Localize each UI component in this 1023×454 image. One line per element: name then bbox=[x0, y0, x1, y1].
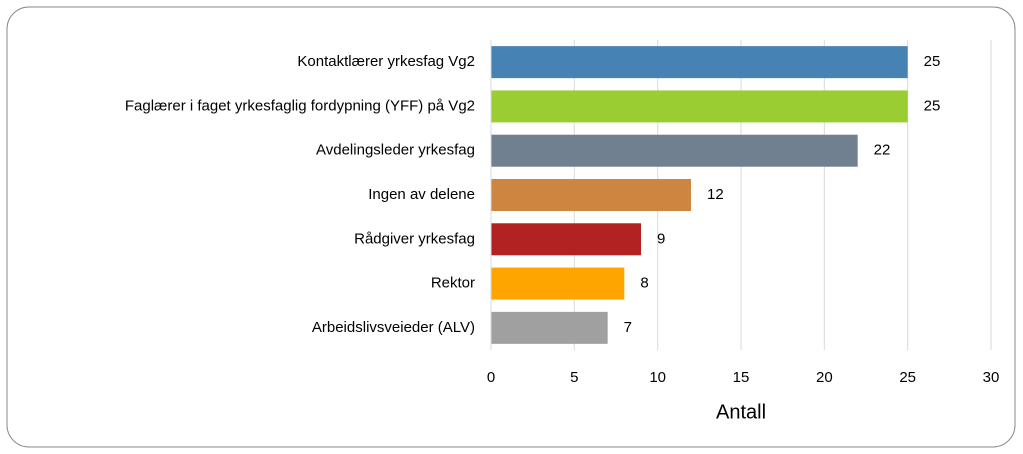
data-label: 7 bbox=[624, 319, 632, 336]
y-tick-label: Avdelingsleder yrkesfag bbox=[316, 142, 475, 159]
bar bbox=[491, 46, 908, 79]
x-tick-label: 5 bbox=[570, 369, 578, 386]
x-tick-label: 0 bbox=[487, 369, 495, 386]
data-label: 12 bbox=[707, 186, 724, 203]
data-label: 22 bbox=[874, 142, 891, 159]
x-tick-label: 15 bbox=[733, 369, 750, 386]
x-axis-title: Antall bbox=[716, 401, 766, 423]
bar bbox=[491, 90, 908, 123]
bar bbox=[491, 223, 641, 256]
y-tick-label: Rådgiver yrkesfag bbox=[354, 230, 475, 247]
y-tick-label: Faglærer i faget yrkesfaglig fordypning … bbox=[125, 97, 475, 114]
y-tick-label: Ingen av delene bbox=[368, 186, 475, 203]
bar bbox=[491, 311, 608, 344]
x-tick-label: 25 bbox=[899, 369, 916, 386]
data-label: 9 bbox=[657, 230, 665, 247]
y-tick-label: Rektor bbox=[431, 275, 475, 292]
data-label: 8 bbox=[640, 275, 648, 292]
data-label: 25 bbox=[924, 53, 941, 70]
data-label: 25 bbox=[924, 97, 941, 114]
bar bbox=[491, 134, 858, 167]
x-tick-label: 20 bbox=[816, 369, 833, 386]
y-tick-label: Arbeidslivsveieder (ALV) bbox=[312, 319, 475, 336]
x-tick-label: 30 bbox=[983, 369, 1000, 386]
bar bbox=[491, 179, 691, 211]
x-tick-label: 10 bbox=[649, 369, 666, 386]
bar bbox=[491, 267, 625, 300]
y-tick-label: Kontaktlærer yrkesfag Vg2 bbox=[297, 53, 475, 70]
